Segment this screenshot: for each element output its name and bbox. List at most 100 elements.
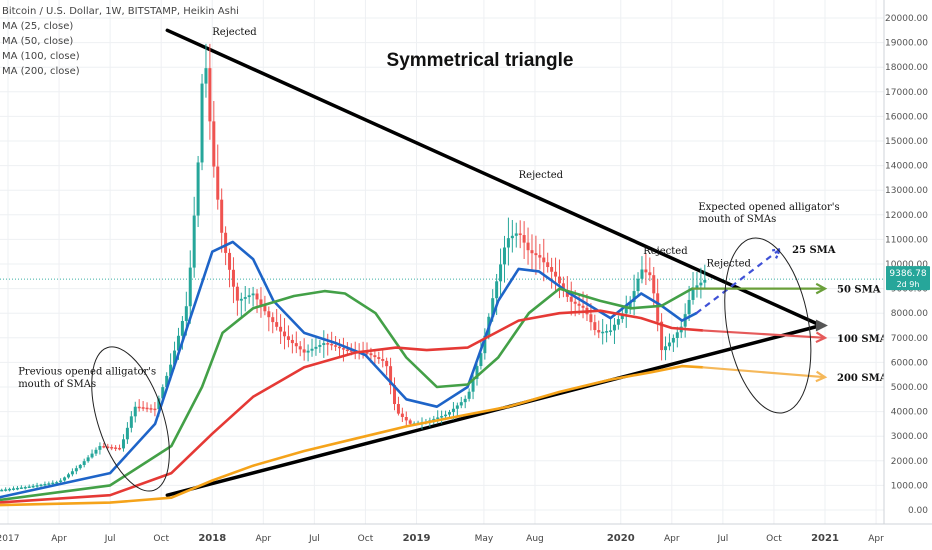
- price-tick-label: 3000.00: [891, 432, 928, 442]
- candle-body: [235, 286, 239, 301]
- candle-body: [153, 408, 157, 411]
- candle-body: [314, 346, 318, 349]
- annotation-text: Rejected: [643, 246, 688, 257]
- candle-body: [66, 474, 70, 478]
- candle-body: [47, 483, 51, 485]
- projection-line: [702, 366, 826, 379]
- candle-body: [538, 255, 542, 258]
- price-tick-label: 7000.00: [891, 334, 928, 344]
- candle-body: [90, 453, 94, 458]
- candle-body: [601, 331, 605, 334]
- time-tick-label: May: [475, 534, 494, 544]
- ma-line-50: [0, 287, 694, 502]
- candle-body: [518, 233, 522, 236]
- legend-ma-200[interactable]: MA (200, close): [2, 66, 80, 77]
- candle-body: [8, 488, 12, 491]
- candle-body: [200, 83, 204, 163]
- price-tick-label: 20000.00: [885, 14, 928, 24]
- price-tick-label: 2000.00: [891, 457, 928, 467]
- candle-body: [121, 439, 125, 449]
- price-tick-label: 19000.00: [885, 39, 928, 49]
- candle-body: [63, 477, 67, 481]
- candle-body: [664, 346, 668, 351]
- candle-body: [408, 420, 412, 424]
- candle-body: [491, 298, 495, 317]
- candle-body: [471, 378, 475, 392]
- candle-body: [11, 488, 15, 490]
- candle-body: [82, 461, 86, 465]
- annotations: Rejected Rejected Rejected Rejected Expected…: [18, 27, 839, 390]
- candle-body: [597, 330, 601, 333]
- price-tick-label: 16000.00: [885, 112, 928, 122]
- time-tick-label: Oct: [358, 534, 374, 544]
- candle-body: [338, 346, 342, 349]
- candle-body: [522, 235, 526, 243]
- candle-body: [605, 331, 609, 333]
- candle-body: [306, 350, 310, 353]
- candle-body: [396, 404, 400, 414]
- price-tag-bg: [886, 266, 930, 291]
- candle-body: [176, 335, 180, 351]
- candle-body: [224, 232, 228, 253]
- candle-body: [204, 68, 208, 84]
- candle-body: [133, 406, 137, 417]
- alligator-ellipse: [724, 237, 812, 414]
- candle-body: [70, 471, 74, 475]
- candle-body: [106, 446, 110, 449]
- candle-body: [557, 276, 561, 284]
- candle-body: [149, 408, 153, 410]
- candle-body: [656, 293, 660, 322]
- candle-body: [483, 335, 487, 354]
- candle-body: [145, 407, 149, 410]
- candle-body: [231, 269, 235, 287]
- candle-body: [455, 405, 459, 409]
- projection-arrowhead: [815, 282, 828, 295]
- trendline-upper: [165, 28, 823, 328]
- candle-body: [444, 414, 448, 417]
- candle-body: [334, 345, 338, 347]
- time-tick-label: 2021: [811, 533, 839, 544]
- projection-line: [702, 329, 826, 339]
- candle-body: [0, 489, 4, 492]
- candle-body: [310, 348, 314, 351]
- price-tick-label: 13000.00: [885, 186, 928, 196]
- chart-legend: Bitcoin / U.S. Dollar, 1W, BITSTAMP, Hei…: [2, 4, 239, 79]
- legend-ma-50[interactable]: MA (50, close): [2, 36, 74, 47]
- candle-body: [502, 247, 506, 265]
- annotation-text: Rejected: [212, 27, 257, 38]
- price-axis[interactable]: 0.00 1000.00 2000.00 3000.00 4000.00 5000.00 6…: [885, 14, 928, 516]
- candle-body: [114, 447, 118, 449]
- candle-body: [23, 487, 27, 489]
- candle-body: [78, 464, 82, 469]
- price-tick-label: 11000.00: [885, 235, 928, 245]
- legend-ma-100[interactable]: MA (100, close): [2, 51, 80, 62]
- candle-body: [620, 313, 624, 320]
- time-tick-label: Oct: [766, 534, 782, 544]
- price-tick-label: 0.00: [908, 506, 928, 516]
- projection-label: 100 SMA: [837, 334, 888, 345]
- projection-label: 50 SMA: [837, 285, 881, 296]
- candle-body: [699, 282, 703, 286]
- candle-body: [86, 457, 90, 462]
- candle-body: [345, 349, 349, 352]
- candle-body: [624, 307, 628, 314]
- price-tick-label: 6000.00: [891, 358, 928, 368]
- chart-title: Symmetrical triangle: [387, 50, 574, 71]
- candle-body: [467, 391, 471, 399]
- candle-body: [463, 398, 467, 403]
- candle-body: [506, 238, 510, 248]
- candle-body: [35, 485, 39, 487]
- candle-body: [612, 324, 616, 331]
- candle-body: [432, 418, 436, 421]
- candle-body: [381, 358, 385, 361]
- legend-ma-25[interactable]: MA (25, close): [2, 21, 74, 32]
- candle-body: [251, 293, 255, 296]
- candle-body: [695, 285, 699, 289]
- time-tick-label: Aug: [526, 534, 544, 544]
- candle-body: [43, 483, 47, 486]
- projection-arrowhead: [770, 247, 782, 259]
- projection-arrowhead: [815, 370, 828, 383]
- time-tick-label: Apr: [664, 534, 680, 544]
- time-axis[interactable]: 2017 Apr Jul Oct 2018 Apr Jul Oct 2019 May Aug 2020…: [0, 533, 884, 544]
